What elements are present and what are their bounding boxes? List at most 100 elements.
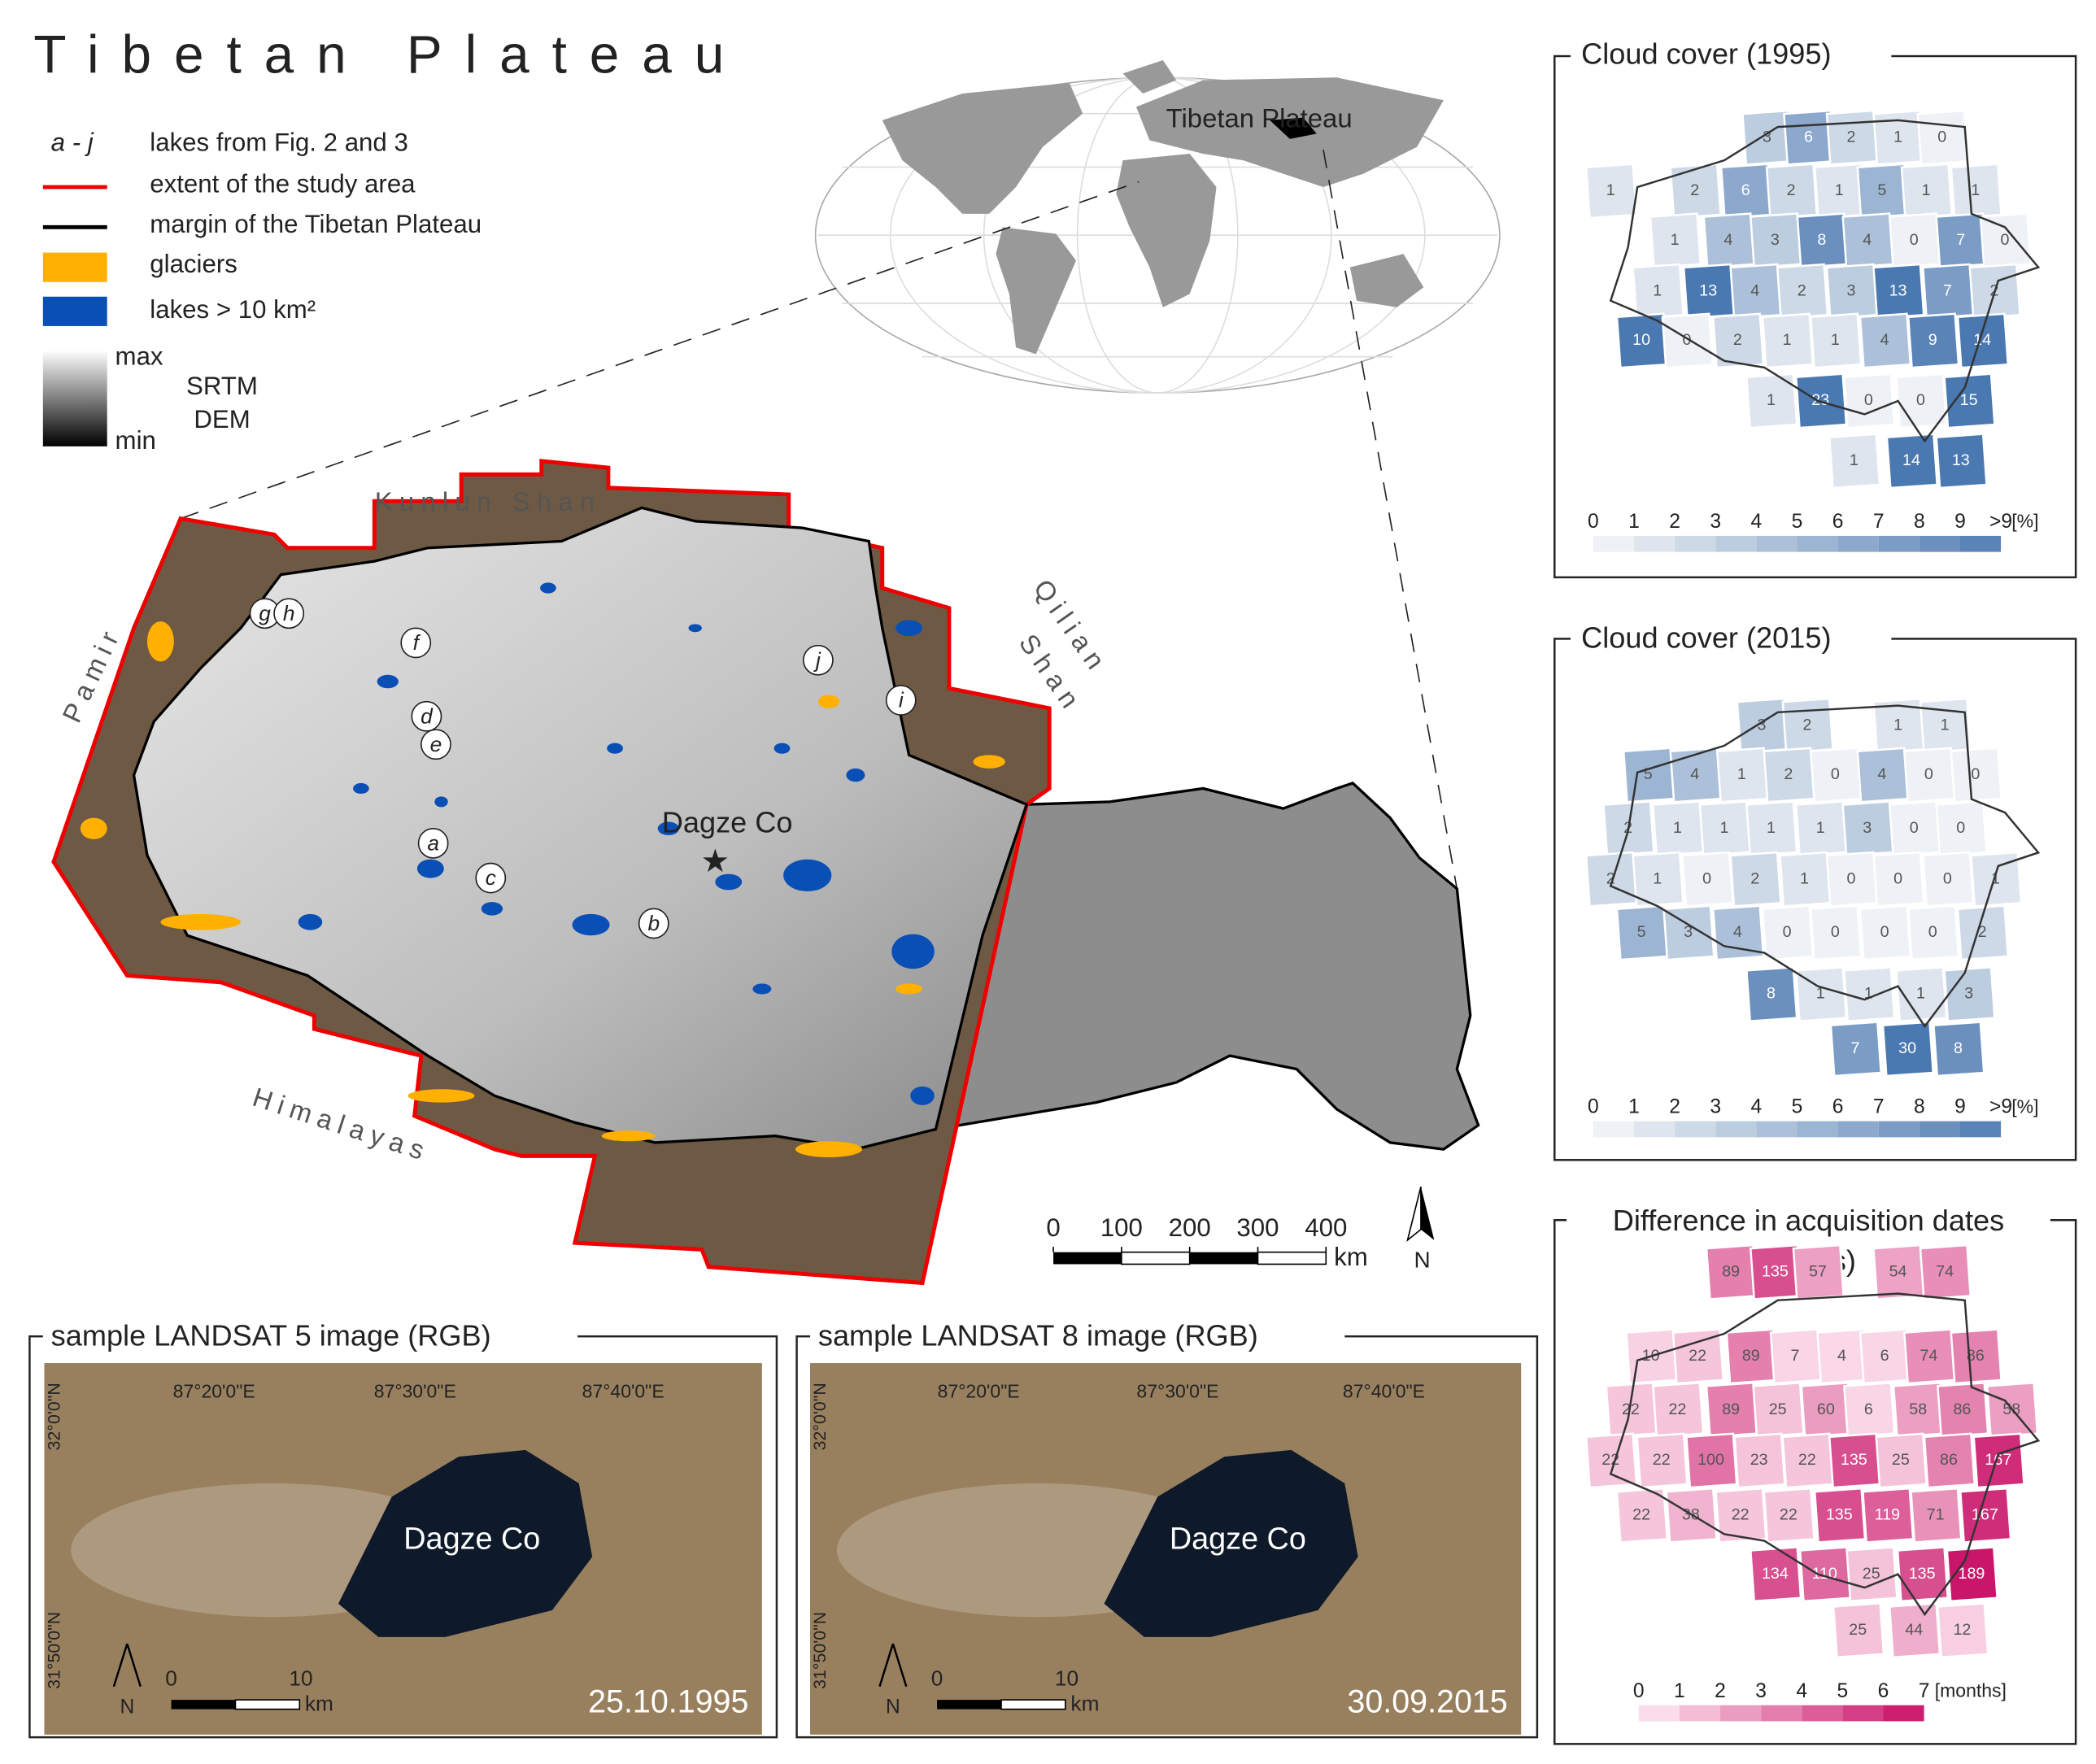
grid-cell-value: 0 [1831, 923, 1840, 941]
dem-max: max [115, 342, 163, 371]
grid-cell-value: 0 [1864, 391, 1873, 409]
legend-tick-label: 9 [1954, 1096, 1966, 1118]
grid-cell-value: 0 [1956, 819, 1965, 837]
grid-cell-value: 4 [1877, 765, 1886, 783]
grid-cell-value: 2 [1606, 869, 1615, 887]
grid-cell [1859, 312, 1912, 369]
title-gap [1567, 1201, 2050, 1239]
legend-tick-label: 7 [1873, 511, 1885, 533]
grid-cell [1906, 904, 1960, 961]
grid-cell-value: 7 [1956, 231, 1965, 249]
grid-cell-value: 7 [1943, 281, 1952, 299]
connector [180, 181, 1140, 520]
legend-swatch [1878, 1121, 1920, 1138]
grid-cell-value: 0 [1943, 869, 1952, 887]
legend-label: extent of the study area [150, 170, 416, 198]
panel-title: Difference in acquisition dates [1613, 1204, 2005, 1237]
grid-cell [1956, 312, 2010, 369]
dem-min: min [115, 426, 156, 455]
lake-name: Dagze Co [403, 1522, 540, 1557]
grid-cell [1956, 904, 2010, 961]
grid-cell [1972, 1432, 2025, 1489]
grid-cell-value: 0 [1847, 869, 1856, 887]
title-gap [1570, 37, 1892, 76]
grid-cell-value: 1 [1653, 869, 1662, 887]
grid-cell-value: 4 [1880, 331, 1889, 349]
legend-tick-label: 0 [1588, 511, 1599, 533]
legend-label: margin of the Tibetan Plateau [150, 210, 482, 238]
legend-tick-label: 2 [1669, 1096, 1680, 1118]
lake-marker [475, 862, 507, 894]
lake-marker-label: j [813, 647, 821, 672]
scale-unit: km [1070, 1692, 1099, 1716]
grid-cell-value: 54 [1889, 1263, 1907, 1281]
lat-label: 32°0'0"N [44, 1383, 63, 1450]
lake-marker [885, 685, 917, 716]
grid-cell-value: 22 [1732, 1506, 1750, 1524]
grid-cell-value: 0 [1682, 331, 1691, 349]
legend-swatch [1797, 1121, 1838, 1138]
grid-cell [1745, 372, 1798, 429]
grid-cell-value: 25 [1769, 1400, 1787, 1418]
grid-cell-value: 89 [1742, 1347, 1760, 1365]
grid-cell-value: 0 [1928, 923, 1937, 941]
grid-cell-value: 0 [1971, 765, 1980, 783]
grid-cell [1970, 851, 2023, 908]
legend-swatch [1593, 1121, 1635, 1138]
lake-marker [411, 700, 442, 732]
panel-title: Cloud cover (2015) [1581, 621, 1831, 655]
range-label: Himalayas [249, 1082, 434, 1167]
legend-swatch [42, 252, 107, 282]
legend-swatch [1837, 1121, 1879, 1138]
grid-cell-value: 0 [1702, 869, 1711, 887]
grid-cell-value: 1 [1767, 391, 1776, 409]
legend-tick-label: 0 [1588, 1096, 1599, 1118]
legend-swatch [1919, 1121, 1960, 1138]
grid-cell-value: 0 [1880, 923, 1889, 941]
lake-marker [273, 598, 305, 629]
lat-label: 31°50'0"N [44, 1612, 63, 1689]
image-date: 30.09.2015 [1347, 1683, 1507, 1719]
scale-tick-label: 10 [1055, 1666, 1079, 1690]
north-arrow [112, 1643, 142, 1688]
range-label: Kunlun Shan [375, 486, 602, 516]
legend-tick-label: 4 [1751, 511, 1763, 533]
inset-label: Tibetan Plateau [1166, 103, 1353, 133]
legend-swatch [1715, 1121, 1757, 1138]
grid-cell-value: 8 [1954, 1039, 1963, 1057]
grid-cell [1881, 1021, 1935, 1078]
grid-cell [1845, 1546, 1898, 1603]
legend-tick-label: 7 [1919, 1680, 1930, 1702]
grid-cell-value: 22 [1622, 1400, 1640, 1418]
legend-swatch [1679, 1705, 1721, 1722]
grid-cell-value: 13 [1699, 281, 1717, 299]
grid-cell-value: 1 [1673, 819, 1682, 837]
grid-cell [1763, 1487, 1815, 1544]
grid-cell [1922, 851, 1975, 908]
grid-cell [1828, 433, 1881, 490]
grid-cell-value: 7 [1850, 1039, 1859, 1057]
grid-cell [1632, 851, 1684, 908]
grid-cell-value: 0 [1937, 128, 1946, 146]
grid-cell-value: 1 [1719, 819, 1728, 837]
legend-tick-label: 7 [1873, 1096, 1885, 1118]
legend-swatch [1756, 1121, 1798, 1138]
grid-cell [1937, 1602, 1989, 1659]
plateau-east [934, 782, 1480, 1151]
grid-cell-value: 1 [1916, 985, 1925, 1003]
grid-cell [1923, 1432, 1976, 1489]
grid-cell-value: 1 [1737, 765, 1746, 783]
grid-cell [1950, 747, 2002, 804]
grid-cell-value: 15 [1960, 391, 1978, 409]
legend-swatch [1959, 1121, 2002, 1138]
lake-name: Dagze Co [1170, 1522, 1306, 1557]
dem-name: SRTM [186, 372, 258, 400]
grid-cell [1615, 1487, 1669, 1544]
grid-cell [1872, 851, 1925, 908]
legend-unit: [%] [2011, 511, 2038, 532]
grid-cell-value: 3 [1763, 128, 1771, 146]
grid-cell-value: 4 [1733, 923, 1742, 941]
lon-label: 87°20'0"E [173, 1380, 255, 1401]
grid-cell [1636, 1432, 1689, 1489]
lake-shape [1104, 1449, 1358, 1637]
